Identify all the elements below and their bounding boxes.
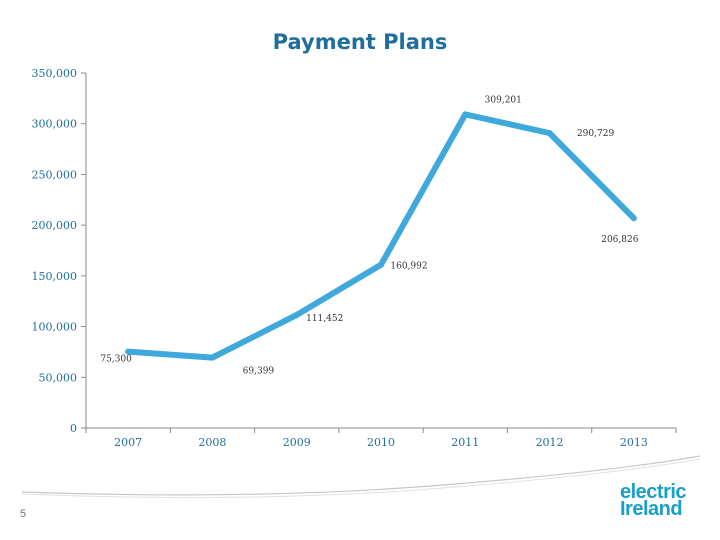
y-tick-label: 350,000 bbox=[32, 67, 78, 80]
logo-line-2: Ireland bbox=[620, 498, 683, 520]
y-tick-label: 200,000 bbox=[32, 219, 78, 232]
x-tick-label: 2013 bbox=[620, 436, 648, 449]
electric-ireland-logo: electric Ireland bbox=[620, 481, 700, 520]
logo-line-1: electric bbox=[620, 481, 687, 503]
y-tick-label: 300,000 bbox=[32, 118, 78, 131]
data-label: 75,300 bbox=[100, 355, 132, 365]
chart-title: Payment Plans bbox=[272, 30, 448, 54]
data-label: 69,399 bbox=[243, 367, 275, 377]
data-label: 160,992 bbox=[390, 262, 427, 272]
x-tick-label: 2009 bbox=[283, 436, 311, 449]
x-tick-label: 2011 bbox=[451, 436, 479, 449]
x-tick-label: 2012 bbox=[536, 436, 564, 449]
footer-swoosh-shadow bbox=[21, 458, 701, 499]
page-number: 5 bbox=[20, 508, 27, 520]
x-tick-label: 2007 bbox=[114, 436, 142, 449]
data-point bbox=[462, 111, 469, 118]
x-tick-label: 2008 bbox=[198, 436, 226, 449]
y-tick-label: 100,000 bbox=[32, 321, 78, 334]
footer-swoosh bbox=[21, 455, 701, 496]
x-tick-label: 2010 bbox=[367, 436, 395, 449]
y-tick-label: 0 bbox=[70, 422, 77, 435]
y-tick-label: 150,000 bbox=[32, 270, 78, 283]
data-point bbox=[378, 261, 384, 268]
series-line bbox=[127, 111, 636, 361]
data-point bbox=[125, 348, 132, 355]
data-point bbox=[209, 354, 216, 361]
y-tick-label: 50,000 bbox=[39, 371, 78, 384]
data-point bbox=[546, 130, 553, 137]
data-label: 111,452 bbox=[306, 314, 343, 324]
y-tick-label: 250,000 bbox=[32, 168, 78, 181]
data-point bbox=[630, 215, 637, 222]
data-label: 290,729 bbox=[577, 129, 614, 139]
data-label: 206,826 bbox=[601, 235, 638, 245]
data-point bbox=[293, 311, 300, 318]
data-label: 309,201 bbox=[485, 95, 522, 105]
